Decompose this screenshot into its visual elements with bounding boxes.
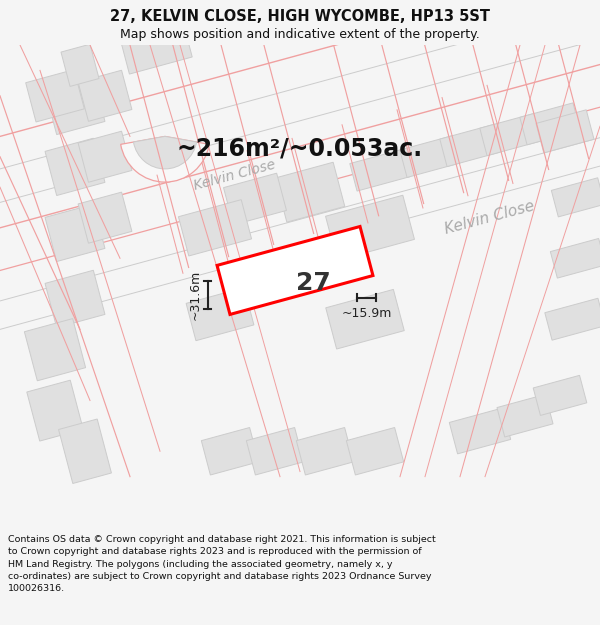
Polygon shape	[224, 173, 286, 225]
Polygon shape	[27, 380, 83, 441]
Polygon shape	[326, 195, 415, 261]
Text: ~216m²/~0.053ac.: ~216m²/~0.053ac.	[177, 137, 423, 161]
Polygon shape	[78, 131, 132, 182]
Text: 27: 27	[296, 271, 331, 294]
Polygon shape	[25, 319, 86, 381]
Polygon shape	[268, 0, 353, 31]
Polygon shape	[26, 69, 85, 122]
Polygon shape	[45, 204, 105, 261]
Text: ~31.6m: ~31.6m	[189, 270, 202, 320]
Polygon shape	[449, 408, 511, 454]
Polygon shape	[217, 226, 373, 314]
Polygon shape	[45, 78, 105, 134]
Polygon shape	[78, 192, 132, 243]
Polygon shape	[497, 394, 553, 437]
Polygon shape	[275, 162, 345, 222]
Polygon shape	[520, 103, 580, 145]
Text: Map shows position and indicative extent of the property.: Map shows position and indicative extent…	[120, 28, 480, 41]
Polygon shape	[186, 288, 254, 341]
Polygon shape	[178, 199, 251, 256]
Polygon shape	[296, 428, 353, 475]
Polygon shape	[545, 298, 600, 340]
Polygon shape	[550, 239, 600, 278]
Polygon shape	[533, 376, 587, 416]
Wedge shape	[133, 136, 197, 169]
Polygon shape	[202, 428, 259, 475]
Polygon shape	[440, 124, 500, 167]
Polygon shape	[326, 289, 404, 349]
Polygon shape	[551, 177, 600, 217]
Polygon shape	[400, 136, 460, 178]
Text: ~15.9m: ~15.9m	[341, 307, 392, 320]
Polygon shape	[0, 0, 600, 492]
Polygon shape	[346, 428, 404, 475]
Polygon shape	[210, 0, 290, 36]
Polygon shape	[61, 44, 99, 86]
Text: Contains OS data © Crown copyright and database right 2021. This information is : Contains OS data © Crown copyright and d…	[8, 535, 436, 593]
Polygon shape	[118, 13, 192, 74]
Polygon shape	[247, 428, 304, 475]
Wedge shape	[121, 136, 209, 182]
Polygon shape	[45, 138, 105, 196]
Polygon shape	[480, 114, 540, 156]
Polygon shape	[350, 149, 410, 191]
Polygon shape	[536, 110, 594, 153]
Polygon shape	[78, 70, 132, 121]
Text: Kelvin Close: Kelvin Close	[193, 158, 277, 192]
Polygon shape	[45, 270, 105, 328]
Text: 27, KELVIN CLOSE, HIGH WYCOMBE, HP13 5ST: 27, KELVIN CLOSE, HIGH WYCOMBE, HP13 5ST	[110, 9, 490, 24]
Text: Kelvin Close: Kelvin Close	[443, 199, 536, 237]
Polygon shape	[59, 419, 112, 484]
